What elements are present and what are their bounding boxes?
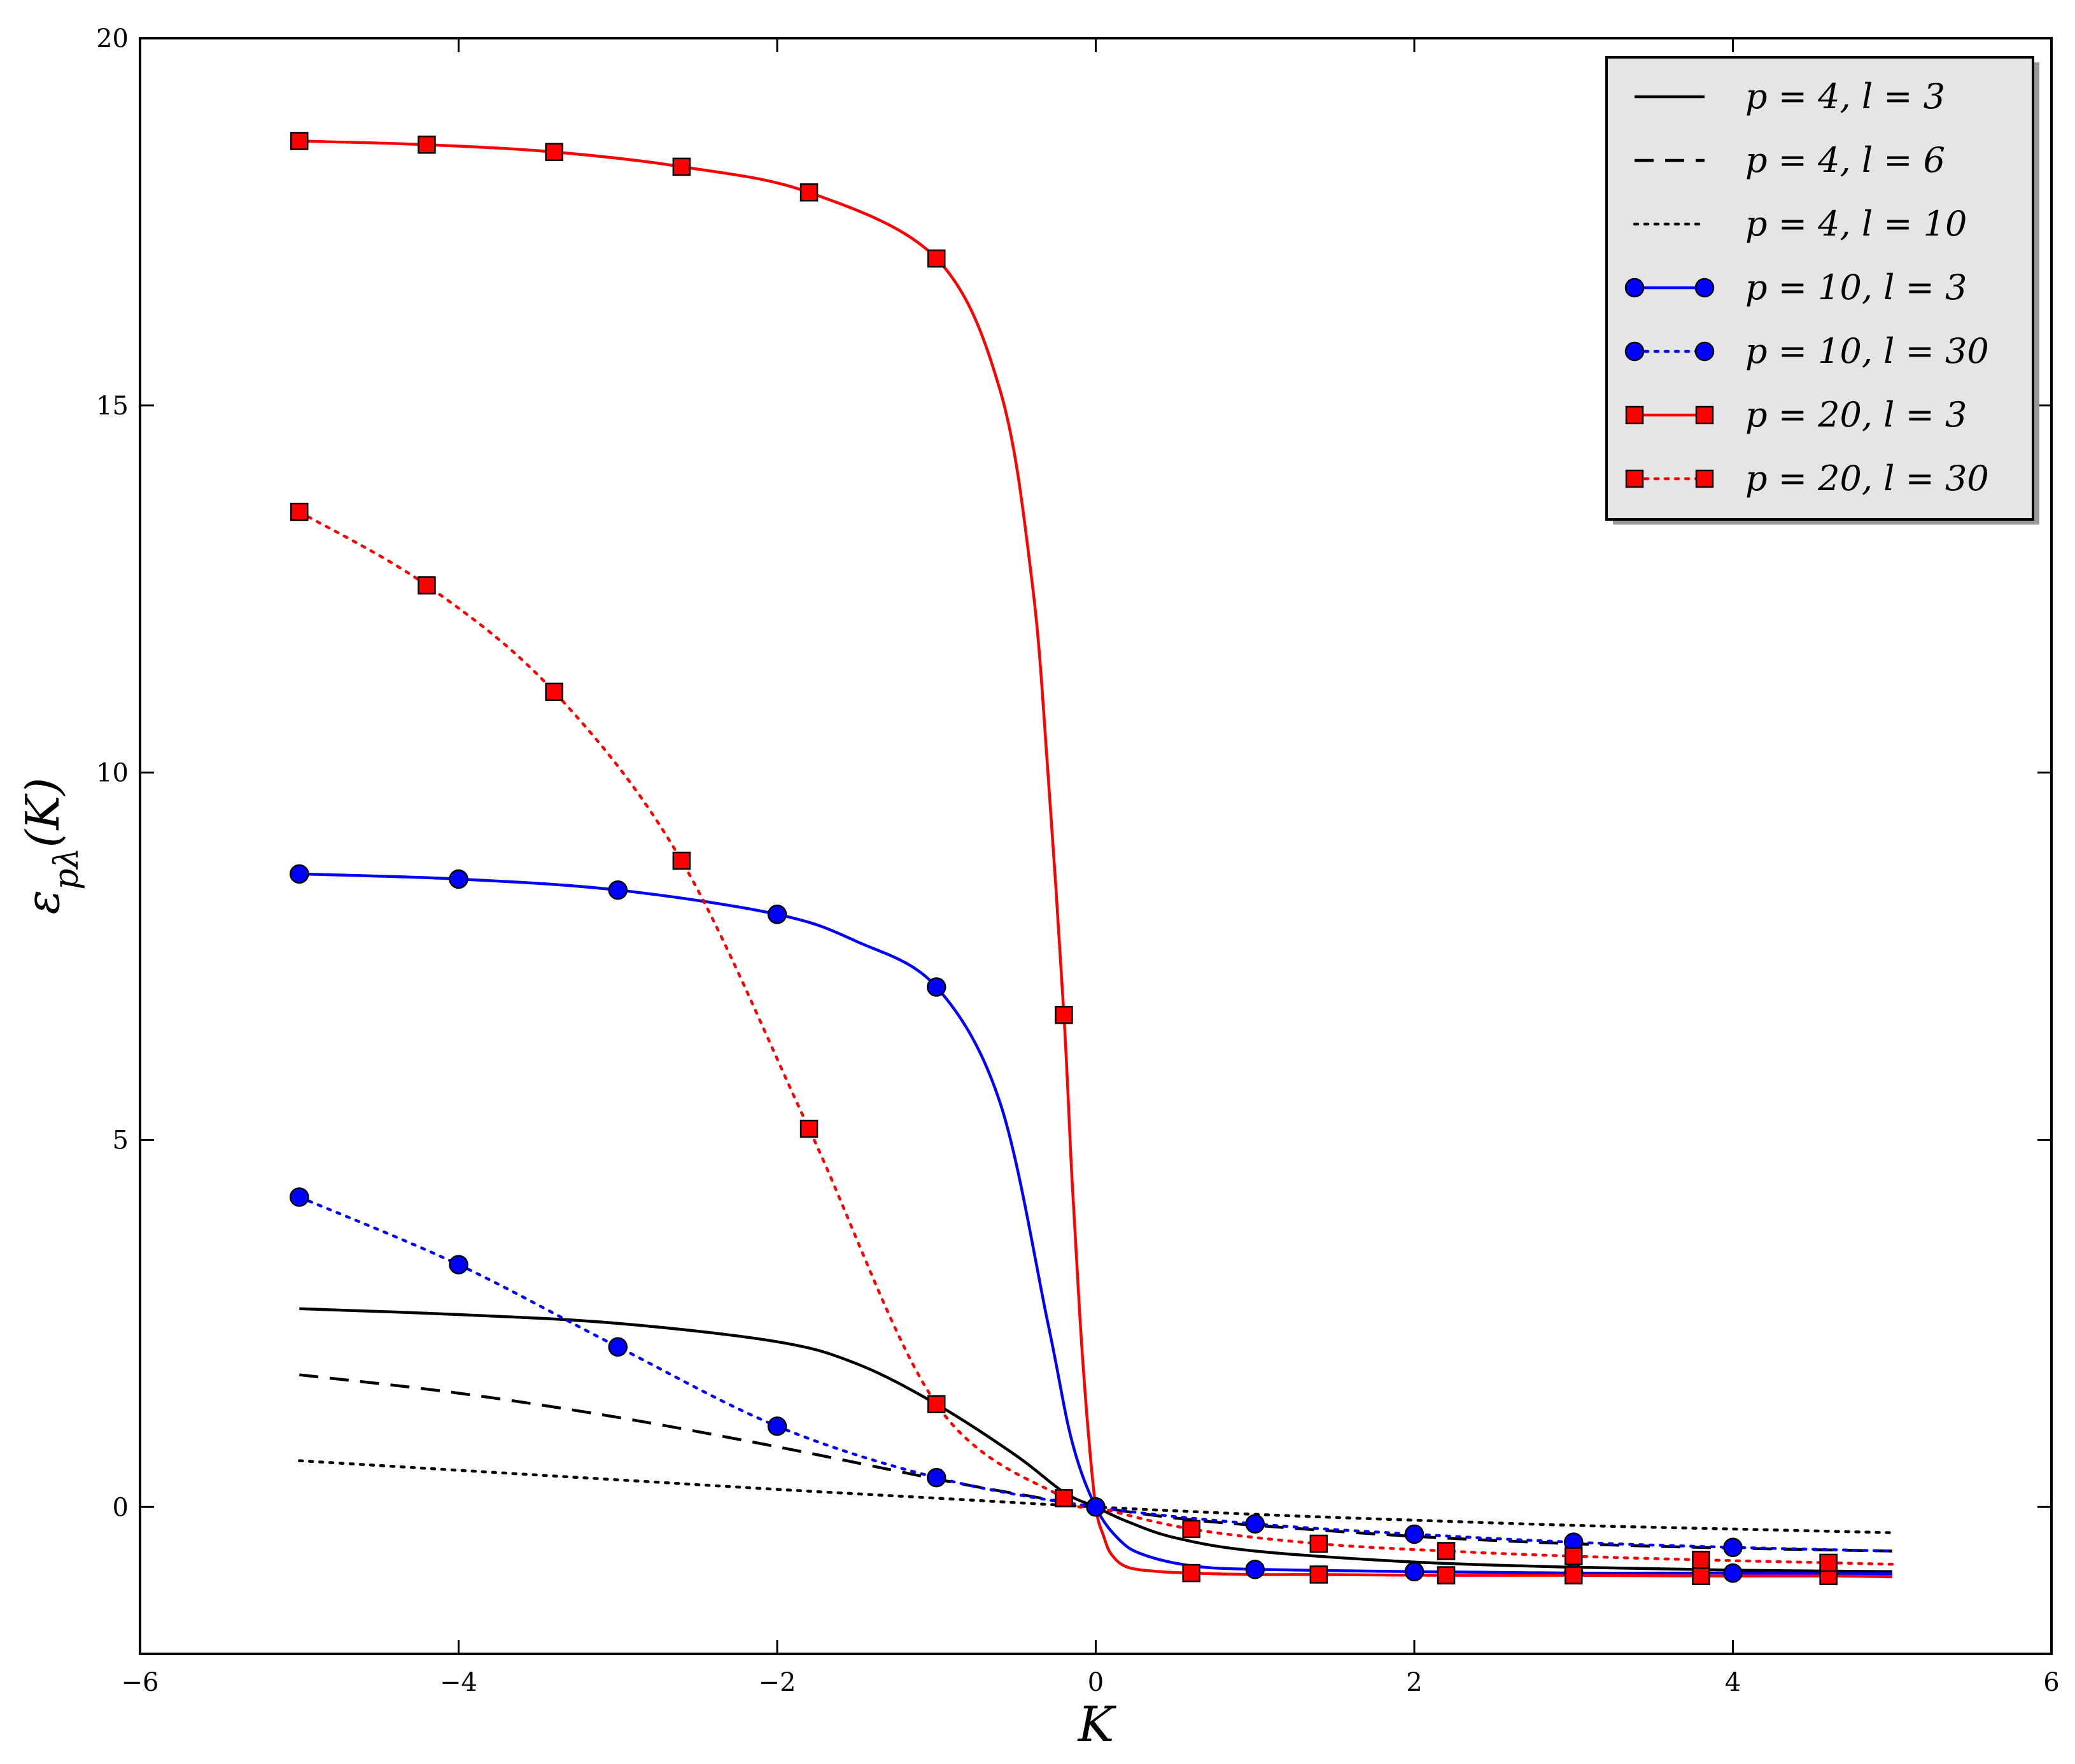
series-6-marker-9 — [1437, 1542, 1456, 1560]
y-tick-label: 0 — [113, 1493, 129, 1522]
series-6-marker-0 — [290, 502, 309, 521]
series-5-marker-9 — [1437, 1566, 1456, 1584]
series-5-marker-1 — [418, 136, 436, 154]
y-tick-label: 10 — [96, 759, 129, 788]
series-4-marker-5 — [1086, 1497, 1106, 1517]
series-4-marker-4 — [927, 1467, 946, 1488]
legend-label-5: p = 20, l = 3 — [1745, 395, 1967, 435]
series-4-marker-7 — [1404, 1524, 1424, 1544]
series-5-marker-5 — [927, 249, 946, 268]
series-6-marker-4 — [799, 1119, 819, 1138]
series-3-marker-1 — [449, 869, 468, 889]
legend-marker-right-4 — [1694, 341, 1715, 362]
legend-marker-right-3 — [1694, 278, 1715, 298]
series-3-marker-2 — [608, 880, 628, 900]
x-tick-label: −6 — [122, 1668, 159, 1697]
series-5-marker-2 — [545, 143, 563, 162]
series-5-marker-6 — [1055, 1006, 1073, 1024]
series-6-marker-10 — [1565, 1547, 1583, 1565]
legend-label-4: p = 10, l = 30 — [1745, 331, 1989, 371]
series-3-marker-4 — [927, 977, 946, 997]
series-4-marker-0 — [290, 1187, 309, 1207]
legend: p = 4, l = 3 p = 4, l = 6 p = 4, l = 10 p =… — [1605, 56, 2039, 525]
series-5-marker-3 — [672, 157, 691, 176]
marker-layer — [290, 132, 1838, 1585]
series-line-4 — [298, 1196, 1894, 1553]
series-6-marker-2 — [545, 682, 563, 701]
series-6-marker-3 — [672, 851, 691, 870]
y-tick-label: 20 — [96, 24, 129, 53]
legend-label-6: p = 20, l = 30 — [1745, 458, 1989, 498]
series-6-marker-7 — [1182, 1520, 1200, 1539]
legend-marker-right-6 — [1695, 469, 1714, 488]
legend-marker-left-5 — [1625, 406, 1644, 425]
series-3-marker-0 — [290, 864, 309, 884]
legend-label-1: p = 4, l = 6 — [1745, 140, 1945, 180]
series-3-marker-6 — [1245, 1560, 1265, 1579]
legend-label-3: p = 10, l = 3 — [1745, 267, 1967, 307]
x-tick-label: −4 — [440, 1668, 477, 1697]
series-4-marker-9 — [1723, 1537, 1743, 1557]
legend-marker-left-6 — [1625, 469, 1644, 488]
series-5-marker-4 — [799, 183, 819, 202]
series-5-marker-10 — [1565, 1566, 1583, 1584]
x-tick-label: −2 — [759, 1668, 796, 1697]
y-tick-label: 5 — [113, 1125, 129, 1155]
series-4-marker-1 — [449, 1255, 468, 1274]
series-6-marker-6 — [1055, 1489, 1073, 1507]
series-5-marker-0 — [290, 132, 309, 150]
x-tick-label: 4 — [1725, 1668, 1741, 1697]
x-tick-label: 2 — [1406, 1668, 1422, 1697]
series-line-3 — [299, 872, 1892, 1576]
series-4-marker-2 — [608, 1337, 628, 1357]
series-3-marker-3 — [767, 905, 787, 924]
x-tick-label: 6 — [2043, 1668, 2059, 1697]
series-6-marker-12 — [1819, 1553, 1838, 1572]
y-tick-label: 15 — [96, 392, 129, 421]
legend-label-2: p = 4, l = 10 — [1745, 204, 1967, 244]
series-3-marker-7 — [1404, 1562, 1424, 1582]
series-6-marker-5 — [927, 1395, 946, 1414]
tick-layer: −6 −4 −2 0 2 4 6 0 5 10 15 20 — [96, 24, 2060, 1697]
legend-marker-left-3 — [1624, 278, 1645, 298]
series-6-marker-1 — [418, 576, 436, 595]
x-axis-label: K — [1077, 1696, 1117, 1753]
series-5-marker-11 — [1692, 1567, 1710, 1585]
series-6-marker-11 — [1692, 1551, 1710, 1569]
legend-marker-left-4 — [1624, 341, 1645, 362]
series-4-marker-6 — [1245, 1514, 1265, 1534]
series-5-marker-8 — [1309, 1565, 1328, 1584]
series-3-marker-9 — [1723, 1563, 1743, 1583]
series-5-marker-7 — [1182, 1563, 1200, 1583]
legend-marker-right-5 — [1695, 406, 1714, 425]
x-tick-label: 0 — [1088, 1668, 1104, 1697]
series-6-marker-8 — [1309, 1534, 1328, 1553]
series-4-marker-3 — [767, 1416, 787, 1436]
legend-label-0: p = 4, l = 3 — [1745, 76, 1945, 116]
